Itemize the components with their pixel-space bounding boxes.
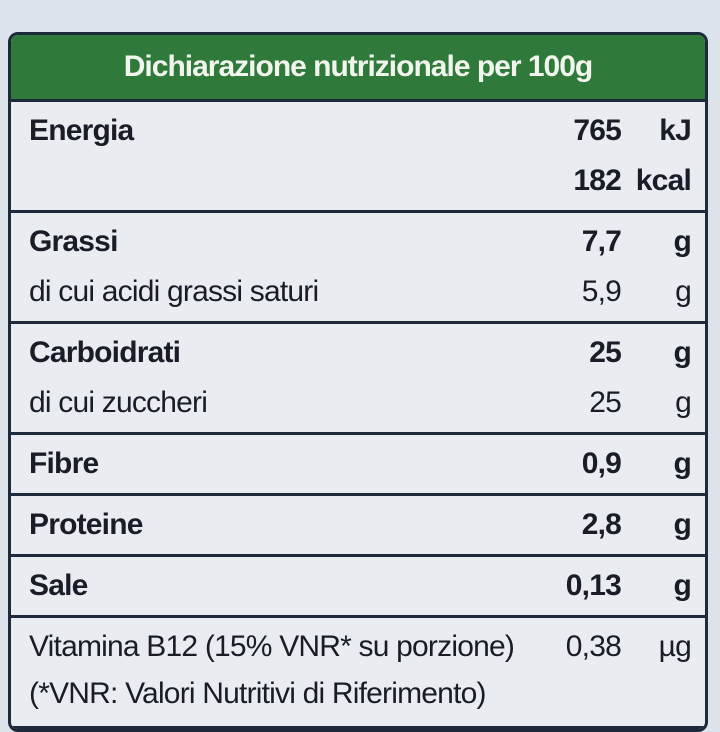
nutrient-unit: g <box>673 336 691 369</box>
nutrient-line: Energia 765 kJ <box>11 106 705 156</box>
nutrient-row: Energia 765 kJ 182 kcal <box>11 102 705 213</box>
nutrient-label: Vitamina B12 (15% VNR* su porzione) <box>29 630 515 663</box>
nutrient-unit: g <box>675 275 692 308</box>
nutrient-label: di cui acidi grassi saturi <box>29 275 319 308</box>
nutrient-row: Proteine 2,8 g <box>11 496 705 557</box>
nutrient-label: Fibre <box>29 447 99 480</box>
nutrient-unit: kcal <box>635 164 692 197</box>
nutrient-label: Sale <box>29 569 88 602</box>
nutrient-line: di cui zuccheri 25 g <box>11 378 705 428</box>
nutrient-row: Sale 0,13 g <box>11 557 705 618</box>
nutrient-unit: kJ <box>659 114 692 147</box>
nutrient-line: Sale 0,13 g <box>11 561 705 611</box>
nutrient-unit: g <box>673 569 691 602</box>
nutrient-value: 0,9 <box>581 447 622 480</box>
nutrient-line: di cui acidi grassi saturi 5,9 g <box>11 267 705 317</box>
nutrient-value: 0,38 <box>565 630 622 663</box>
nutrient-label: Energia <box>29 114 134 147</box>
nutrient-unit: g <box>673 447 691 480</box>
nutrient-unit: g <box>675 386 692 419</box>
nutrient-value: 0,13 <box>565 569 622 602</box>
nutrient-row: Grassi 7,7 g di cui acidi grassi saturi 5,9 g <box>11 213 705 324</box>
nutrient-unit: µg <box>658 630 692 663</box>
nutrient-value: 25 <box>589 386 622 419</box>
nutrient-line: Grassi 7,7 g <box>11 217 705 267</box>
nutrient-row: Vitamina B12 (15% VNR* su porzione) 0,38 µ… <box>11 618 705 729</box>
nutrient-label: Proteine <box>29 508 143 541</box>
nutrient-line: Fibre 0,9 g <box>11 439 705 489</box>
nutrient-label: di cui zuccheri <box>29 386 208 419</box>
nutrient-label: Carboidrati <box>29 336 181 369</box>
nutrient-value: 2,8 <box>581 508 622 541</box>
nutrient-line: Proteine 2,8 g <box>11 500 705 550</box>
nutrient-line: Carboidrati 25 g <box>11 328 705 378</box>
nutrient-line: 182 kcal <box>11 156 705 206</box>
nutrient-row: Carboidrati 25 g di cui zuccheri 25 g <box>11 324 705 435</box>
nutrient-value: 7,7 <box>581 225 622 258</box>
nutrient-value: 25 <box>589 336 622 369</box>
nutrient-row: Fibre 0,9 g <box>11 435 705 496</box>
footnote: (*VNR: Valori Nutritivi di Riferimento) <box>29 677 486 710</box>
nutrient-value: 5,9 <box>581 275 622 308</box>
nutrient-value: 765 <box>573 114 621 147</box>
nutrient-value: 182 <box>573 164 621 197</box>
nutrient-unit: g <box>673 508 691 541</box>
nutrient-line: Vitamina B12 (15% VNR* su porzione) 0,38 µ… <box>11 622 705 672</box>
table-title: Dichiarazione nutrizionale per 100g <box>11 35 705 102</box>
nutrient-label: Grassi <box>29 225 118 258</box>
nutrient-unit: g <box>673 225 691 258</box>
nutrition-table: Dichiarazione nutrizionale per 100g Ener… <box>8 32 708 732</box>
